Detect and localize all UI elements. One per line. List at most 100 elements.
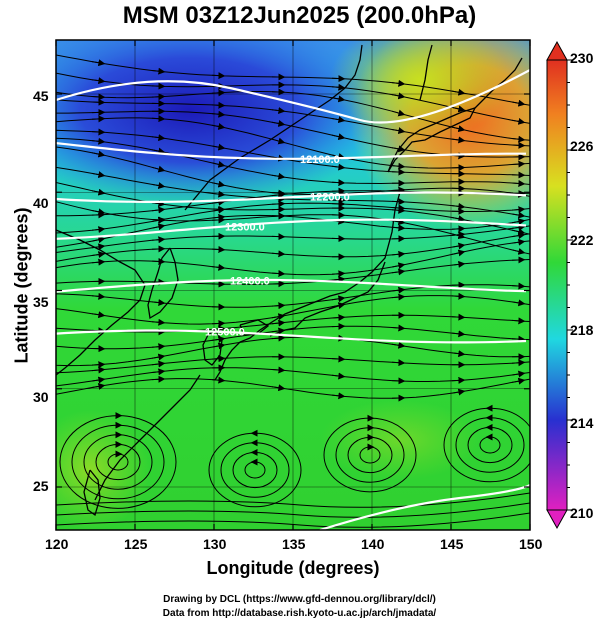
streamline-arrow [211,198,226,206]
streamline [232,451,278,489]
streamline-arrow [511,218,526,226]
streamline-arrow [91,171,106,179]
streamline-arrow [91,115,106,123]
streamline [335,427,405,483]
streamline-arrow [211,160,226,168]
colorbar [546,40,573,530]
streamline-arrow [91,236,106,244]
streamline-arrow [331,179,346,187]
streamline-arrow [211,213,226,221]
streamline-arrow [151,115,166,123]
streamline-arrow [331,314,346,322]
streamline-arrow [211,245,226,253]
x-tick-label: 140 [361,536,385,552]
coast-kuril [474,57,523,109]
streamline-arrow [451,225,466,233]
streamline-arrow [451,88,466,96]
streamline-arrow [451,376,466,384]
coast-korea [147,247,179,320]
streamline [56,492,530,508]
streamline-arrow [391,341,406,349]
streamline-arrow [331,295,346,303]
streamline-arrow [451,330,466,338]
streamline-arrow [151,206,166,214]
streamline-arrow [151,368,166,376]
streamline-arrow [211,335,226,343]
streamline-arrow [151,375,166,383]
x-tick-label: 120 [45,536,69,552]
map-title: MSM 03Z12Jun2025 (200.0hPa) [122,2,477,29]
streamline [208,432,302,508]
streamline-arrow [91,150,106,158]
coast-taiwan [83,469,101,517]
streamline-arrow [151,134,166,142]
streamline-arrow [91,311,106,319]
colorbar-tick-label: 218 [570,322,594,338]
streamline-arrow [331,163,346,171]
streamline-arrow [271,313,286,321]
streamline-arrow [271,212,286,220]
streamline-arrow [91,77,106,85]
streamline-arrow [91,258,106,266]
streamline-arrow [391,127,406,135]
streamline [95,443,141,481]
streamline-arrow [211,89,226,97]
streamline-arrow [151,299,166,307]
streamline-arrow [271,334,286,342]
streamline-arrow [271,191,286,199]
streamline-arrow [91,188,106,196]
streamline-arrow [511,135,526,143]
streamline-arrow [391,145,406,153]
streamline-arrow [511,282,526,290]
y-tick-label: 45 [33,88,49,104]
y-tick-label: 30 [33,389,49,405]
colorbar-top-cap [546,40,568,61]
streamline-arrow [331,372,346,380]
streamline-arrow [511,370,526,378]
streamline-arrow [391,218,406,226]
streamline-arrow [151,182,166,189]
coast-honshu-south [269,261,386,337]
streamline-arrow [511,224,526,231]
streamline-arrow [391,268,406,276]
x-tick-label: 125 [124,536,148,552]
streamline-arrow [331,116,346,124]
streamline-arrow [151,165,166,173]
streamline-arrow [511,359,526,367]
streamline-arrow [151,353,166,361]
streamline-arrow [211,263,226,271]
streamline-arrow [271,384,286,392]
streamline-arrow [331,75,346,83]
streamline-arrow [331,302,346,309]
streamline-arrow [511,238,526,246]
streamline [479,436,501,454]
streamline [359,446,381,464]
streamline-arrow [271,172,286,180]
streamline-arrow [511,377,526,385]
contour-label: 12200.0 [310,191,350,203]
streamline-arrow [91,361,106,369]
streamline-arrow [451,215,466,223]
streamline-arrow [211,180,226,188]
streamline-arrow [511,335,526,343]
streamline [347,436,393,474]
streamline-arrow [451,350,466,358]
coast-sakhalin [419,44,433,101]
streamline-arrow [271,120,286,127]
streamline-arrow [271,88,286,96]
streamline-arrow [511,117,526,125]
streamline [443,407,530,483]
streamline-arrow [391,204,406,212]
x-tick-label: 150 [519,536,543,552]
colorbar-bar [546,59,568,511]
streamline-arrow [91,366,106,374]
streamline-arrow [271,137,286,145]
streamline-arrow [151,245,166,253]
streamline-arrow [331,270,346,278]
height-contour [56,278,527,293]
streamline-arrow [331,275,346,283]
y-tick-label: 35 [33,294,49,310]
streamline-arrow [151,343,166,351]
streamline-arrow [511,299,526,307]
streamline-arrow [331,200,346,208]
